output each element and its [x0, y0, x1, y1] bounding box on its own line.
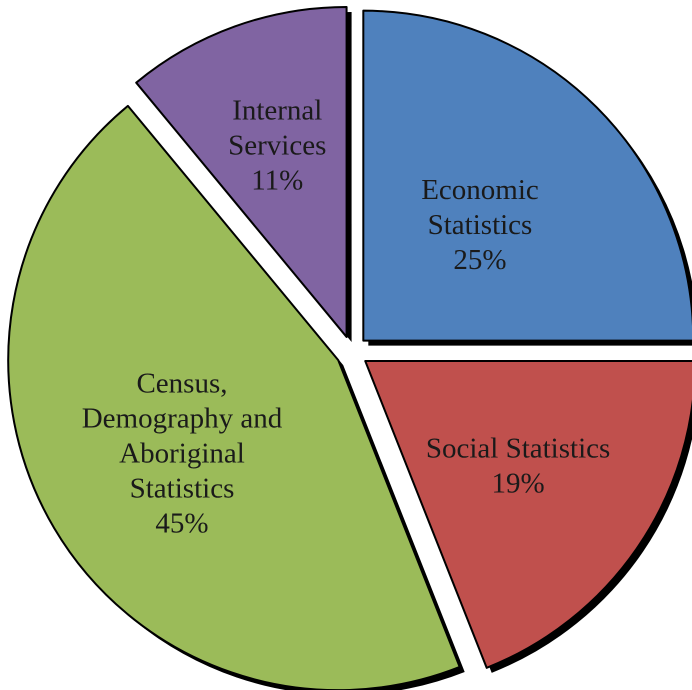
- slice-label-internal-services: Internal Services 11%: [228, 94, 326, 196]
- slice-labels: Economic Statistics 25%Social Statistics 19…: [82, 94, 611, 539]
- slice-label-line: Economic: [421, 174, 539, 206]
- slice-label-line: 11%: [251, 164, 303, 196]
- slice-label-line: Social Statistics: [426, 432, 610, 464]
- slice-label-line: 25%: [453, 244, 506, 276]
- slice-label-social-statistics: Social Statistics 19%: [426, 432, 610, 499]
- slice-label-line: Statistics: [130, 473, 235, 505]
- pie-slices: [7, 5, 692, 690]
- slice-label-line: 19%: [491, 467, 544, 499]
- slice-label-line: 45%: [155, 508, 208, 540]
- slice-internal-services: [135, 5, 348, 338]
- slice-economic-statistics: [362, 9, 692, 342]
- slice-label-line: Census,: [136, 368, 227, 400]
- slice-label-line: Aboriginal: [119, 438, 245, 470]
- slice-label-line: Internal: [232, 94, 322, 126]
- slice-label-census-demography-and-aboriginal-statistics: Census, Demography and Aboriginal Statistic…: [82, 368, 283, 540]
- slice-label-economic-statistics: Economic Statistics 25%: [421, 174, 539, 276]
- slice-label-line: Services: [228, 129, 326, 161]
- slice-label-line: Demography and: [82, 403, 283, 435]
- slice-label-line: Statistics: [428, 209, 533, 241]
